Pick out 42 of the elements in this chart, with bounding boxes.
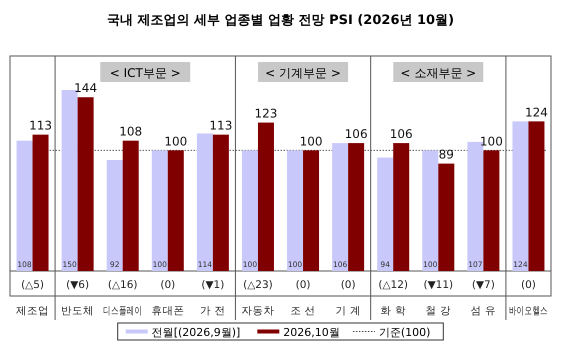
data-label: 100 [480,134,503,148]
data-label: 100 [300,134,322,148]
title: 국내 제조업의 세부 업종별 업황 전망 PSI (2026년 10월) [106,13,454,28]
text: (▼6) [66,279,90,291]
x-tick-label: 자동차 [241,305,274,317]
x-tick-label: 조 선 [290,305,316,317]
text: (0) [160,279,176,291]
text: (▼1) [201,279,224,291]
text: (△12) [378,279,408,291]
data-label: 108 [119,124,142,139]
text: (△16) [108,279,138,291]
x-tick-label: 휴대폰 [151,305,184,317]
section-label: < 소재부문 > [393,62,484,82]
x-tick-label: 제조업 [16,305,50,317]
text: (▼7) [472,279,495,291]
text: (0) [296,279,310,291]
data-label: 124 [525,105,548,120]
x-tick-label: 철 강 [426,305,451,317]
data-label: 113 [29,118,52,133]
section-label: < ICT부문 > [100,62,190,82]
x-tick-label: 화 학 [380,305,406,317]
text: (△5) [21,279,44,291]
data-label: 106 [344,127,368,142]
text: (0) [340,279,356,291]
data-label: 123 [254,106,278,121]
x-tick-label: 섬 유 [470,305,496,317]
section-label: < 기계부문 > [258,62,348,82]
data-label: 100 [164,134,188,148]
data-label: 106 [390,127,413,142]
legend-label: 전월[(2026,9월)] [152,326,240,339]
legend-label: 2026,10월 [283,326,340,339]
text: (△23) [243,279,273,291]
x-tick-label: 바이오헬스 [508,305,561,317]
data-label: 144 [74,81,98,96]
data-label: 113 [209,118,232,133]
legend-label: 기준(100) [378,326,430,339]
x-tick-label: 반도체 [61,305,94,317]
text: (▼11) [423,279,454,291]
x-tick-label: 기 계 [335,305,361,317]
x-tick-label: 가 전 [200,305,226,317]
text: (0) [521,279,536,291]
data-label: 89 [438,148,454,162]
